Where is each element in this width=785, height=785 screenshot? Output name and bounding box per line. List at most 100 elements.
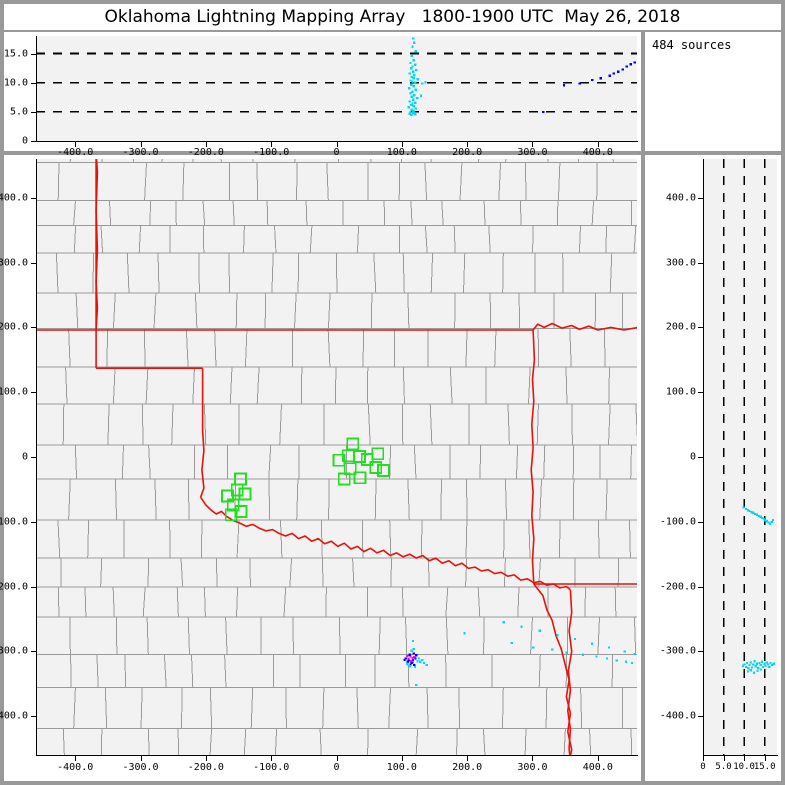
y-tick (698, 457, 704, 458)
x-tick (140, 142, 142, 147)
altitude-vs-east-panel: -400.0 -300.0 -200.0 -100.0 0 100.0 200.0 300.0… (3, 32, 641, 158)
y-tick (698, 262, 704, 264)
y-tick (31, 53, 37, 55)
y-tick (31, 586, 37, 588)
y-tick-label: 0 (689, 451, 696, 463)
x-tick-label: -100.0 (253, 147, 290, 158)
y-tick (31, 141, 37, 142)
y-tick-label: 200.0 (0, 321, 28, 333)
map-plot-area[interactable] (36, 159, 637, 755)
north-vs-altitude-panel: 0 5.0 10.0 15.0 -400.0 -300.0 -200.0 -100.0 0 100… (645, 155, 781, 781)
y-tick (31, 111, 37, 113)
north-vs-altitude-x-axis (703, 755, 778, 756)
x-tick (401, 756, 403, 761)
y-tick-label: -200.0 (0, 581, 28, 593)
y-tick (31, 262, 37, 264)
y-tick (31, 457, 37, 458)
x-tick-label: 5.0 (715, 762, 732, 772)
x-tick-label: 400.0 (582, 147, 613, 158)
y-tick (698, 392, 704, 394)
x-tick (467, 756, 469, 761)
altitude-vs-east-svg (36, 37, 637, 117)
x-tick-label: -200.0 (187, 147, 224, 158)
x-tick-label: -300.0 (122, 762, 159, 773)
x-tick (271, 756, 273, 761)
x-tick (703, 756, 704, 761)
x-tick-label: 300.0 (517, 762, 548, 773)
y-tick (698, 586, 704, 588)
x-tick-label: -100.0 (253, 762, 290, 773)
x-tick-label: 200.0 (452, 762, 483, 773)
north-vs-altitude-plot[interactable] (703, 159, 777, 755)
x-tick (75, 756, 77, 761)
y-tick (698, 716, 704, 718)
y-tick-label: 100.0 (665, 386, 696, 398)
x-tick-label: 300.0 (517, 147, 548, 158)
y-tick (698, 651, 704, 653)
x-tick-label: 100.0 (386, 147, 417, 158)
y-tick (698, 327, 704, 329)
y-tick-label: -400.0 (0, 710, 28, 722)
x-tick (401, 142, 403, 147)
x-tick-label: -300.0 (122, 147, 159, 158)
y-tick (31, 327, 37, 329)
y-tick (698, 521, 704, 523)
y-tick (31, 716, 37, 718)
map-x-axis (36, 755, 638, 756)
x-tick (764, 756, 766, 761)
source-count-label: 484 sources (652, 38, 732, 52)
y-tick-label: 5.0 (9, 106, 28, 118)
map-svg (36, 159, 637, 755)
x-tick (205, 142, 207, 147)
y-tick-label: 10.0 (3, 77, 28, 89)
y-tick-label: 0 (21, 451, 28, 463)
altitude-vs-east-x-axis (36, 141, 638, 142)
x-tick (723, 756, 725, 761)
x-tick-label: 0 (700, 762, 706, 772)
y-tick-label: 400.0 (0, 192, 28, 204)
source-count-panel: 484 sources (645, 32, 781, 151)
x-tick (597, 756, 599, 761)
altitude-vs-east-plot[interactable] (36, 36, 637, 141)
x-tick (336, 142, 338, 147)
x-tick (75, 142, 77, 147)
x-tick-label: 0 (333, 762, 340, 773)
y-tick-label: 300.0 (665, 257, 696, 269)
x-tick-label: 400.0 (582, 762, 613, 773)
y-tick (31, 651, 37, 653)
x-tick-label: -400.0 (57, 762, 94, 773)
y-tick-label: -300.0 (659, 645, 696, 657)
x-tick (205, 756, 207, 761)
x-tick (140, 756, 142, 761)
y-tick (31, 197, 37, 199)
y-tick-label: -100.0 (659, 516, 696, 528)
y-tick (31, 521, 37, 523)
y-tick (31, 392, 37, 394)
x-tick-label: 200.0 (452, 147, 483, 158)
x-tick-label: 10.0 (733, 762, 755, 772)
y-tick-label: -200.0 (659, 581, 696, 593)
north-vs-altitude-svg (722, 159, 775, 755)
map-panel: -400.0 -300.0 -200.0 -100.0 0 100.0 200.0 300.0… (0, 155, 641, 781)
x-tick-label: 100.0 (386, 762, 417, 773)
x-tick (532, 142, 534, 147)
altitude-vs-east-y-axis (36, 36, 37, 142)
y-tick-label: -100.0 (0, 516, 28, 528)
page-title: Oklahoma Lightning Mapping Array 1800-19… (104, 7, 681, 27)
y-tick-label: 15.0 (3, 48, 28, 59)
x-tick (532, 756, 534, 761)
x-tick (597, 142, 599, 147)
y-tick-label: 400.0 (665, 192, 696, 204)
x-tick-label: 0 (333, 147, 340, 158)
y-tick-label: 100.0 (0, 386, 28, 398)
x-tick (467, 142, 469, 147)
x-tick-label: -400.0 (57, 147, 94, 158)
x-tick (744, 756, 746, 761)
y-tick-label: 200.0 (665, 321, 696, 333)
y-tick (31, 82, 37, 84)
x-tick-label: -200.0 (187, 762, 224, 773)
x-tick (271, 142, 273, 147)
y-tick (698, 197, 704, 199)
y-tick-label: -400.0 (659, 710, 696, 722)
